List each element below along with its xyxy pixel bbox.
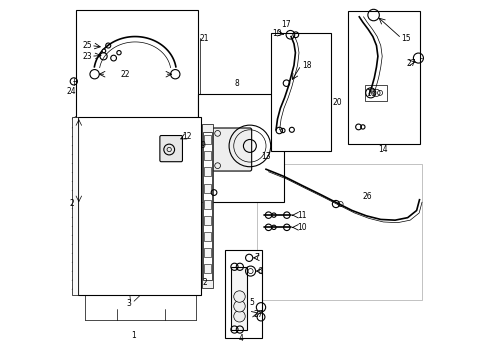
Bar — [203, 167, 210, 176]
Text: 24: 24 — [67, 86, 77, 95]
Bar — [198, 94, 284, 202]
Circle shape — [233, 311, 244, 322]
Bar — [364, 85, 386, 101]
Text: 15: 15 — [401, 34, 410, 43]
Text: 17: 17 — [281, 19, 291, 28]
Bar — [231, 267, 247, 329]
Bar — [203, 232, 210, 241]
Bar — [203, 200, 210, 209]
Bar — [72, 117, 78, 295]
Text: 9: 9 — [201, 141, 205, 150]
Text: 2: 2 — [69, 199, 74, 208]
Text: 7: 7 — [254, 253, 259, 262]
Text: 5: 5 — [249, 298, 254, 307]
Circle shape — [233, 291, 244, 302]
FancyBboxPatch shape — [212, 128, 251, 171]
Text: 26: 26 — [362, 192, 372, 201]
Text: 25: 25 — [82, 41, 92, 50]
Text: 8: 8 — [234, 79, 239, 88]
Text: 21: 21 — [199, 34, 209, 43]
Text: 20: 20 — [331, 98, 341, 107]
Bar — [348, 12, 419, 144]
Bar — [76, 10, 198, 137]
Text: 19: 19 — [272, 29, 282, 38]
Bar — [203, 184, 210, 193]
Bar — [78, 117, 201, 295]
Bar — [224, 250, 262, 338]
Text: 27: 27 — [253, 310, 263, 319]
Text: 4: 4 — [238, 334, 243, 343]
Bar — [203, 248, 210, 257]
FancyBboxPatch shape — [160, 135, 182, 162]
Text: 13: 13 — [261, 152, 270, 161]
Bar — [271, 33, 330, 151]
Bar — [202, 132, 211, 280]
Bar — [203, 151, 210, 160]
Text: 3: 3 — [126, 299, 131, 308]
Text: 14: 14 — [377, 145, 386, 154]
Circle shape — [102, 49, 105, 53]
Text: 16: 16 — [365, 89, 375, 98]
Text: 10: 10 — [297, 223, 306, 232]
Text: 2: 2 — [202, 278, 206, 287]
Text: 27: 27 — [406, 59, 415, 68]
Text: 1: 1 — [131, 331, 136, 340]
Text: 6: 6 — [257, 267, 262, 276]
Text: 11: 11 — [297, 211, 306, 220]
Text: 23: 23 — [82, 52, 92, 61]
Bar — [202, 125, 212, 288]
Bar — [203, 135, 210, 144]
Circle shape — [233, 301, 244, 312]
Bar — [203, 216, 210, 225]
Bar — [203, 264, 210, 273]
Text: 12: 12 — [182, 132, 191, 141]
Text: 18: 18 — [301, 61, 311, 70]
Text: 22: 22 — [121, 70, 130, 79]
